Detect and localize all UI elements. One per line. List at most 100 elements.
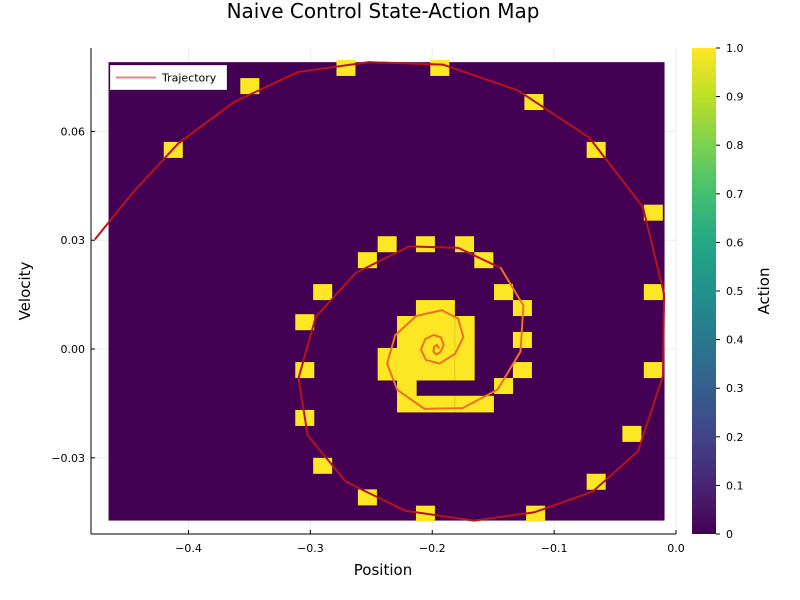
trajectory-segment-6 — [442, 63, 519, 92]
heatmap-cell-1 — [240, 78, 260, 95]
y-tick-label-3: 0.06 — [61, 125, 86, 138]
trajectory-segment-21 — [354, 245, 411, 274]
heatmap-cell-8 — [643, 362, 663, 379]
trajectory-series — [94, 61, 666, 522]
chart-title: Naive Control State-Action Map — [227, 0, 540, 23]
colorbar-label: Action — [755, 268, 773, 315]
colorbar-gradient — [692, 48, 716, 534]
heatmap-block-cell-4-1 — [397, 363, 417, 381]
heatmap-block-cell-3-4 — [455, 347, 475, 365]
heatmap-cell-16 — [295, 362, 315, 379]
heatmap-block-cell-0-3 — [435, 300, 455, 317]
trajectory-segment-25 — [519, 304, 525, 353]
y-axis-label: Velocity — [16, 261, 34, 320]
heatmap-cell-18 — [313, 284, 333, 301]
x-tick-label-2: −0.2 — [419, 542, 446, 555]
y-tick-label-2: 0.03 — [61, 234, 86, 247]
trajectory-segment-22 — [408, 245, 460, 249]
trajectory-segment-32 — [394, 315, 418, 337]
heatmap-cell-3 — [430, 59, 450, 76]
heatmap-cell-6 — [643, 204, 663, 221]
colorbar-tick-label-7: 0.7 — [726, 188, 744, 201]
heatmap-block-cell-6-3 — [435, 395, 455, 413]
heatmap-block-cell-2-1 — [397, 331, 417, 349]
trajectory-segment-10 — [661, 292, 666, 377]
heatmap-block-cell-1-2 — [415, 316, 436, 333]
colorbar-tick-label-9: 0.9 — [726, 91, 744, 104]
trajectory-segment-43 — [439, 336, 445, 347]
heatmap-block-cell-6-5 — [474, 395, 494, 413]
colorbar-ticks: 0 0.1 0.2 0.3 0.4 0.5 0.6 0.7 0.8 0.9 1.0 — [716, 42, 744, 541]
x-ticks: −0.4 −0.3 −0.2 −0.1 0.0 — [175, 530, 685, 555]
colorbar-tick-label-6: 0.6 — [726, 236, 744, 249]
heatmap-block-cell-3-0 — [377, 347, 398, 365]
trajectory-segment-13 — [533, 490, 594, 514]
heatmap-cell-21 — [415, 236, 435, 253]
heatmap-block-cell-4-2 — [415, 363, 436, 381]
trajectory-segment-35 — [457, 317, 465, 339]
trajectory-segment-8 — [588, 136, 644, 208]
heatmap-cell-27 — [512, 362, 532, 379]
trajectory-segment-7 — [516, 89, 591, 139]
trajectory-segment-24 — [499, 267, 525, 307]
trajectory-segment-28 — [423, 407, 464, 410]
heatmap-cell-17 — [295, 314, 315, 331]
trajectory-segment-26 — [496, 350, 522, 391]
trajectory-segment-27 — [461, 388, 499, 410]
trajectory-segment-44 — [439, 344, 445, 354]
trajectory-segment-20 — [314, 271, 357, 318]
heatmap — [108, 59, 665, 522]
heatmap-cell-20 — [377, 236, 397, 253]
colorbar-tick-label-5: 0.5 — [726, 285, 744, 298]
trajectory-segment-12 — [591, 450, 639, 493]
trajectory-segment-30 — [386, 362, 399, 391]
trajectory-segment-17 — [306, 434, 347, 483]
trajectory-segment-33 — [415, 309, 443, 318]
trajectory-segment-4 — [297, 61, 370, 73]
trajectory-segment-1 — [131, 142, 180, 195]
heatmap-block-cell-1-3 — [435, 316, 455, 333]
trajectory-segment-5 — [367, 61, 445, 66]
heatmap-block-cell-6-1 — [397, 395, 417, 413]
trajectory-segment-34 — [440, 309, 460, 320]
heatmap-cell-9 — [622, 425, 642, 442]
trajectory-segment-15 — [404, 509, 476, 522]
trajectory-segment-36 — [454, 336, 465, 355]
heatmap-cell-10 — [586, 473, 606, 490]
heatmap-block-cell-3-1 — [397, 347, 417, 365]
trajectory-segment-38 — [424, 358, 441, 365]
x-tick-label-3: −0.1 — [541, 542, 568, 555]
heatmap-cell-14 — [313, 457, 333, 474]
trajectory-segment-9 — [641, 205, 666, 295]
colorbar-tick-label-0: 0 — [726, 528, 733, 541]
y-tick-label-1: 0.00 — [61, 343, 86, 356]
x-tick-label-0: −0.4 — [175, 542, 202, 555]
trajectory-segment-11 — [636, 374, 664, 453]
legend-label-trajectory: Trajectory — [161, 72, 217, 85]
heatmap-block-cell-4-3 — [435, 363, 455, 381]
trajectory-segment-40 — [419, 338, 427, 351]
y-ticks: −0.03 0.00 0.03 0.06 — [51, 125, 95, 465]
heatmap-cell-28 — [494, 378, 514, 395]
trajectory-segment-42 — [432, 333, 442, 339]
trajectory-segment-3 — [233, 70, 300, 104]
trajectory-segment-41 — [424, 333, 435, 341]
colorbar-tick-label-4: 0.4 — [726, 334, 744, 347]
colorbar-tick-label-8: 0.8 — [726, 139, 744, 152]
trajectory-segment-23 — [457, 246, 502, 270]
heatmap-cell-19 — [357, 252, 377, 269]
trajectory-segment-49 — [435, 344, 440, 349]
heatmap-block-cell-4-4 — [455, 363, 475, 381]
heatmap-cell-24 — [494, 284, 514, 301]
trajectory-segment-18 — [297, 377, 309, 437]
trajectory-segment-14 — [473, 511, 536, 522]
trajectory-segment-16 — [344, 480, 407, 512]
trajectory-segment-19 — [297, 315, 317, 380]
colorbar-tick-label-10: 1.0 — [726, 42, 744, 55]
x-tick-label-1: −0.3 — [297, 542, 324, 555]
trajectory-segment-29 — [396, 388, 426, 410]
heatmap-cell-2 — [336, 59, 356, 76]
trajectory-segment-2 — [177, 101, 236, 145]
x-tick-label-4: 0.0 — [667, 542, 685, 555]
